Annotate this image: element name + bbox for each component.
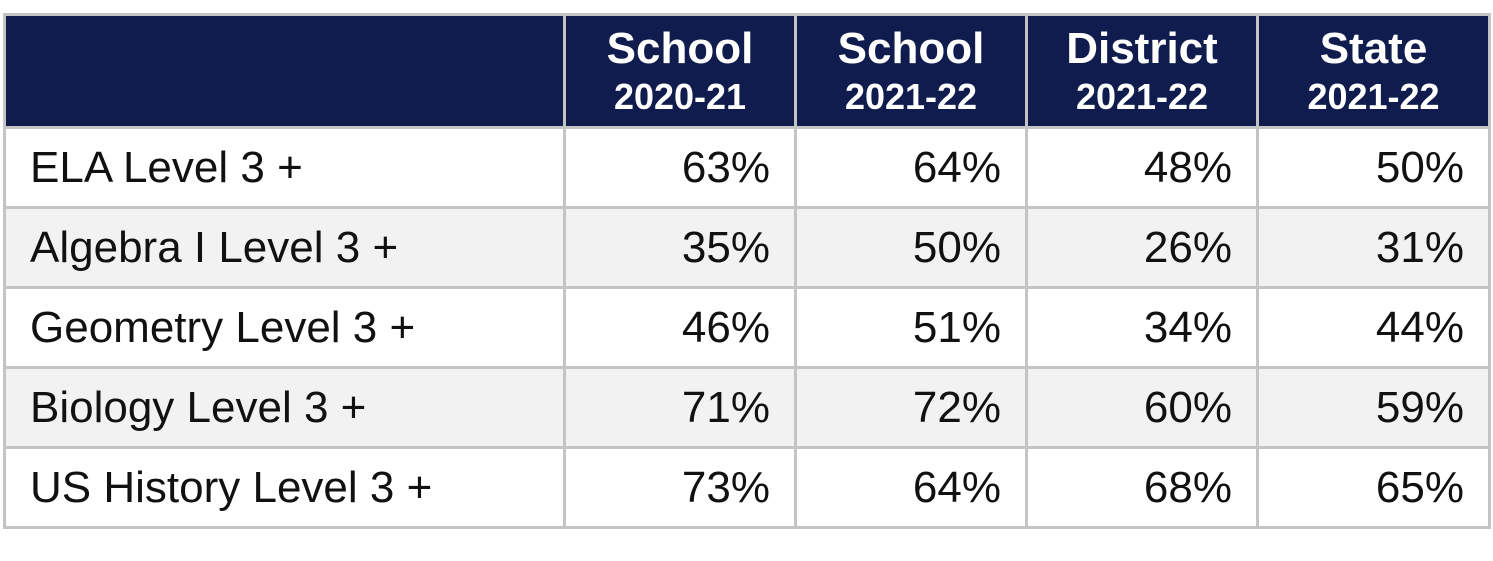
- cell-value: 26%: [1025, 206, 1259, 289]
- column-year: 2021-22: [1075, 76, 1209, 118]
- column-header: School 2020-21: [563, 13, 797, 129]
- table-row: Algebra I Level 3 +35% 50% 26% 31%: [3, 206, 1491, 289]
- column-header: District 2021-22: [1025, 13, 1259, 129]
- cell-value: 51%: [794, 286, 1028, 369]
- row-label: Biology Level 3 +: [3, 366, 566, 449]
- table-row: Biology Level 3 +71% 72% 60% 59%: [3, 366, 1491, 449]
- cell-value: 34%: [1025, 286, 1259, 369]
- cell-value: 64%: [794, 446, 1028, 529]
- cell-value: 59%: [1256, 366, 1491, 449]
- cell-value: 44%: [1256, 286, 1491, 369]
- table-wrap: School 2020-21 School 2021-22 District 2021-2…: [3, 13, 1491, 529]
- cell-value: 72%: [794, 366, 1028, 449]
- header-corner: [3, 13, 566, 129]
- column-header: School 2021-22: [794, 13, 1028, 129]
- cell-value: 35%: [563, 206, 797, 289]
- column-title: School: [837, 24, 985, 73]
- cell-value: 31%: [1256, 206, 1491, 289]
- column-title: School: [606, 24, 754, 73]
- column-year: 2020-21: [613, 76, 747, 118]
- cell-value: 65%: [1256, 446, 1491, 529]
- cell-value: 50%: [1256, 126, 1491, 209]
- cell-value: 64%: [794, 126, 1028, 209]
- column-year: 2021-22: [1307, 76, 1440, 118]
- table-row: Geometry Level 3 +46% 51% 34% 44%: [3, 286, 1491, 369]
- column-title: District: [1066, 24, 1218, 73]
- cell-value: 71%: [563, 366, 797, 449]
- row-label: US History Level 3 +: [3, 446, 566, 529]
- cell-value: 63%: [563, 126, 797, 209]
- row-label: ELA Level 3 +: [3, 126, 566, 209]
- cell-value: 68%: [1025, 446, 1259, 529]
- cell-value: 48%: [1025, 126, 1259, 209]
- row-label: Algebra I Level 3 +: [3, 206, 566, 289]
- column-header: State 2021-22: [1256, 13, 1491, 129]
- header-row: School 2020-21 School 2021-22 District 2021-2…: [3, 13, 1491, 129]
- row-label: Geometry Level 3 +: [3, 286, 566, 369]
- results-table: School 2020-21 School 2021-22 District 2021-2…: [3, 13, 1491, 529]
- column-title: State: [1319, 24, 1428, 73]
- cell-value: 73%: [563, 446, 797, 529]
- cell-value: 60%: [1025, 366, 1259, 449]
- cell-value: 46%: [563, 286, 797, 369]
- table-row: US History Level 3 +73% 64% 68% 65%: [3, 446, 1491, 529]
- table-body: ELA Level 3 +63% 64% 48% 50% Algebra I Level…: [3, 126, 1491, 529]
- column-year: 2021-22: [844, 76, 978, 118]
- cell-value: 50%: [794, 206, 1028, 289]
- table-row: ELA Level 3 +63% 64% 48% 50%: [3, 126, 1491, 209]
